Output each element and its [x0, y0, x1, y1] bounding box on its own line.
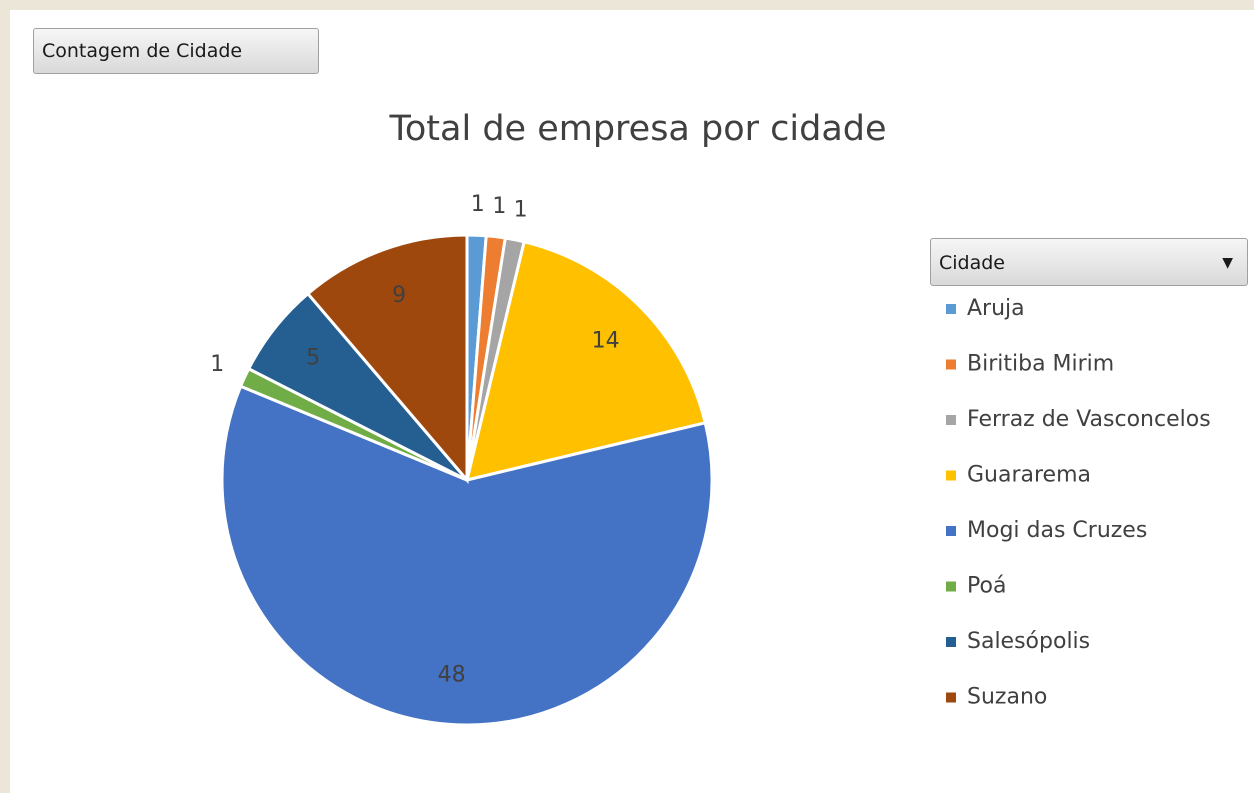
- field-button[interactable]: Contagem de Cidade: [33, 28, 319, 74]
- legend-filter[interactable]: Cidade ▼: [930, 238, 1248, 286]
- dropdown-arrow[interactable]: ▼: [1222, 255, 1233, 271]
- legend-title: Cidade: [939, 252, 1005, 274]
- chart-area: [10, 10, 1254, 793]
